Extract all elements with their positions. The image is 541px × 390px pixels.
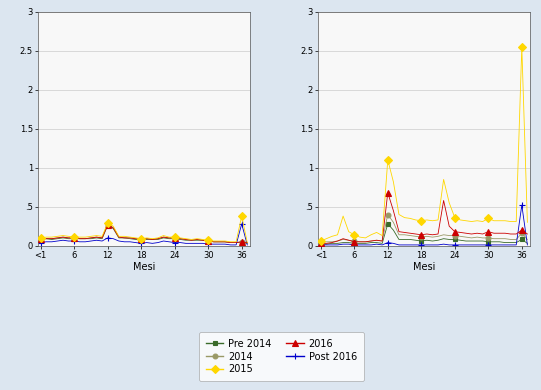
Legend: Pre 2014, 2014, 2015, 2016, Post 2016: Pre 2014, 2014, 2015, 2016, Post 2016 — [199, 332, 364, 381]
X-axis label: Mesi: Mesi — [133, 262, 155, 272]
X-axis label: Mesi: Mesi — [413, 262, 436, 272]
